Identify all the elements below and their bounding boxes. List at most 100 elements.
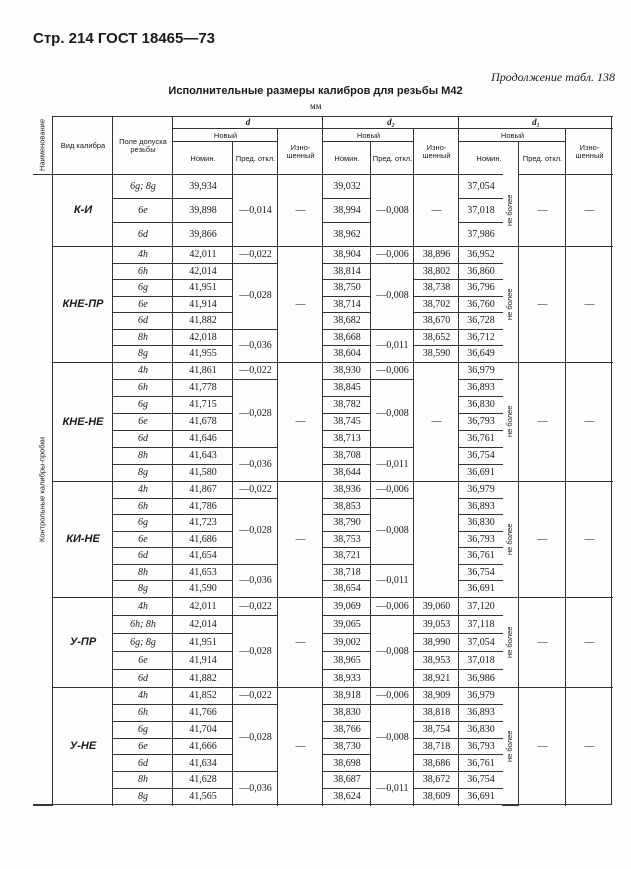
tolerance-text: 6e	[138, 654, 148, 666]
d2-nominal-text: 38,713	[333, 433, 361, 445]
tolerance-text: 4h	[138, 484, 148, 496]
d-worn-text: —	[295, 740, 306, 752]
tolerance-text: 4h	[138, 365, 148, 377]
d-nominal-text: 41,666	[189, 740, 217, 752]
d-worn-text: —	[295, 298, 306, 310]
nominal-header: Номин.	[172, 141, 233, 175]
d2-nominal: 38,965	[322, 651, 371, 670]
d-nominal: 41,861	[172, 362, 233, 380]
d-nominal: 39,934	[172, 174, 233, 199]
d2-worn: 38,738	[413, 279, 459, 297]
d2-nominal: 38,604	[322, 345, 371, 363]
d-deviation-text: —0,028	[239, 290, 272, 302]
nominal-header-text: Номин.	[476, 153, 502, 163]
d-deviation: —0,028	[232, 379, 278, 448]
tolerance: 6h; 8h	[112, 615, 173, 634]
d2-nominal: 38,750	[322, 279, 371, 297]
d2-deviation-text: —0,006	[376, 365, 409, 377]
d1-deviation: —	[518, 362, 566, 482]
tolerance: 6d	[112, 312, 173, 330]
d2-nominal-text: 38,853	[333, 500, 361, 512]
d2-nominal: 38,745	[322, 413, 371, 431]
d-deviation: —0,028	[232, 615, 278, 688]
d1-worn: —	[565, 597, 613, 688]
tolerance-text: 6h	[138, 707, 148, 719]
tolerance-text: 6e	[138, 740, 148, 752]
d-nominal: 41,580	[172, 464, 233, 482]
d1-nominal: 36,761	[458, 754, 503, 773]
d2-deviation: —0,008	[370, 379, 414, 448]
d-deviation: —0,028	[232, 703, 278, 773]
d1-deviation-text: —	[537, 740, 548, 752]
d1-nominal: 36,728	[458, 312, 503, 330]
d1-nominal-text: 36,830	[467, 517, 495, 529]
d-nominal-text: 41,786	[189, 500, 217, 512]
d1-nominal: 36,712	[458, 328, 503, 347]
d2-nominal: 39,065	[322, 615, 371, 634]
d1-nominal: 36,754	[458, 563, 503, 582]
tolerance-text: 6d	[138, 672, 148, 684]
d2-nominal-text: 38,654	[333, 583, 361, 595]
tolerance-text: 6g	[138, 399, 148, 411]
d2-deviation-text: —0,006	[376, 690, 409, 702]
d2-worn-text: 38,670	[422, 315, 451, 327]
d2-nominal-text: 38,790	[333, 517, 361, 529]
d2-nominal: 38,753	[322, 530, 371, 549]
d-deviation-text: —0,022	[239, 600, 272, 612]
d1-nominal-text: 36,754	[467, 450, 495, 462]
tolerance-text: 6g; 8g	[130, 636, 156, 648]
d1-worn-text: —	[584, 416, 595, 428]
d-deviation-text: —0,036	[239, 340, 272, 352]
d1-nominal: 36,979	[458, 687, 503, 705]
gauge-type-text: КИ-НЕ	[66, 533, 100, 546]
new-header: Новый	[172, 128, 278, 142]
d1-nominal: 36,952	[458, 246, 503, 264]
d2-worn: 39,053	[413, 615, 459, 634]
d2-worn: —	[413, 174, 459, 247]
tolerance: 6d	[112, 547, 173, 565]
d2-worn: 38,953	[413, 651, 459, 670]
d2-nominal: 38,654	[322, 580, 371, 598]
d2-worn: 38,909	[413, 687, 459, 705]
d1-nominal: 36,979	[458, 481, 503, 499]
d2-nominal-text: 38,962	[333, 228, 361, 240]
new-header-text: Новый	[213, 130, 238, 140]
table-title: Исполнительные размеры калибров для резь…	[168, 85, 463, 97]
tolerance: 4h	[112, 246, 173, 264]
d2-nominal-text: 38,845	[333, 382, 361, 394]
tolerance-text: 6e	[138, 416, 148, 428]
d2-worn-text: 39,053	[422, 618, 451, 630]
d1-deviation: —	[518, 246, 566, 363]
tolerance-text: 6g	[138, 723, 148, 735]
d2-nominal: 38,668	[322, 328, 371, 347]
d-worn: —	[277, 174, 323, 247]
d-deviation: —0,036	[232, 447, 278, 482]
d2-deviation-text: —0,011	[376, 458, 409, 470]
d-deviation-text: —0,022	[239, 484, 272, 496]
d1-nominal-text: 37,054	[467, 180, 495, 192]
d1-nominal: 36,691	[458, 580, 503, 598]
d-deviation: —0,022	[232, 687, 278, 705]
d-nominal-text: 41,914	[189, 298, 217, 310]
d2-nominal-text: 39,069	[333, 600, 361, 612]
d2-nominal-text: 38,904	[333, 249, 361, 261]
d1-nominal-text: 36,830	[467, 399, 495, 411]
nominal-header: Номин.	[458, 141, 519, 175]
tolerance-text: 6h	[138, 382, 148, 394]
d-nominal: 41,914	[172, 651, 233, 670]
d-nominal: 41,646	[172, 430, 233, 448]
tolerance-text: 6d	[138, 315, 148, 327]
d2-nominal: 38,930	[322, 362, 371, 380]
d1-nominal: 37,018	[458, 651, 503, 670]
diameter-header-text: d₁	[532, 117, 540, 128]
d-nominal: 41,786	[172, 497, 233, 516]
d1-nominal: 36,793	[458, 737, 503, 756]
d1-nominal: 36,793	[458, 413, 503, 431]
d1-nominal: 36,793	[458, 530, 503, 549]
d2-nominal-text: 38,714	[333, 298, 361, 310]
d1-nominal-text: 36,979	[467, 690, 495, 702]
d1-worn-text: —	[584, 298, 595, 310]
tolerance: 6g	[112, 279, 173, 297]
d2-nominal: 38,682	[322, 312, 371, 330]
d-nominal: 41,882	[172, 312, 233, 330]
